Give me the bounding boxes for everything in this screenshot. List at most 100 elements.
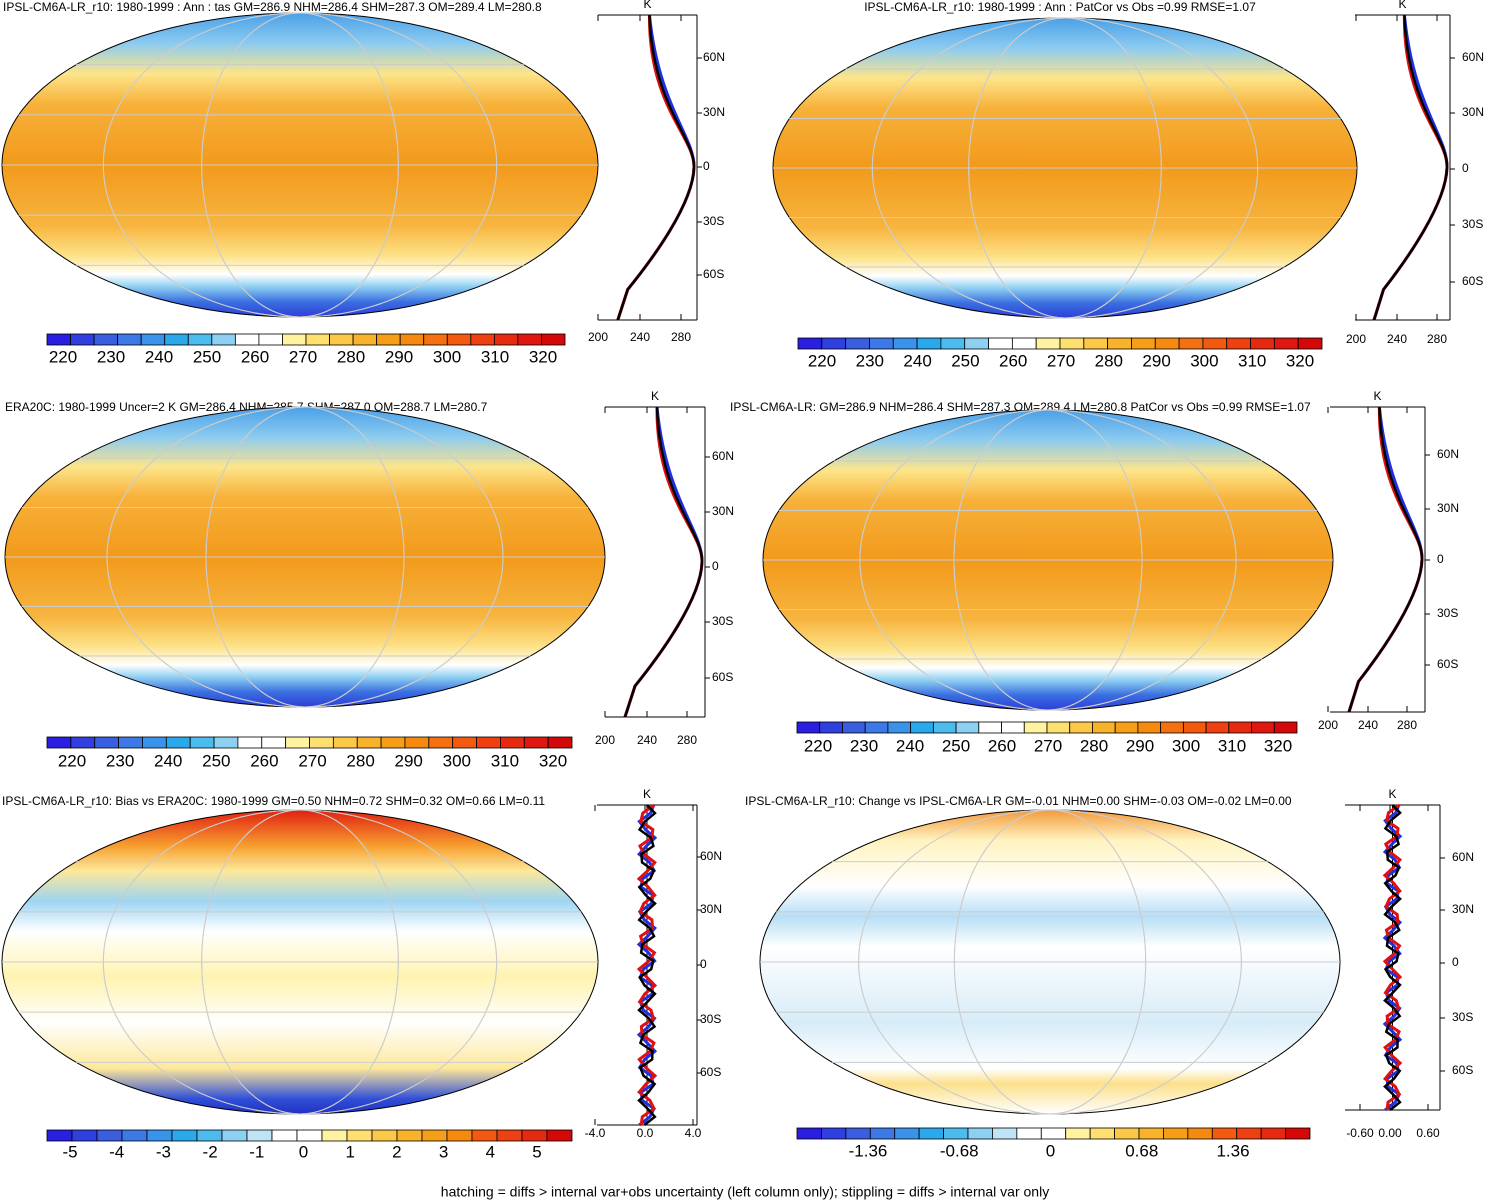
colorbar-swatch (146, 1129, 173, 1142)
colorbar-swatch (842, 721, 866, 734)
colorbar-swatch (887, 721, 912, 734)
colorbar-swatch (476, 736, 501, 749)
colorbar-label: 1.36 (1216, 1141, 1249, 1160)
colorbar-swatch (1137, 721, 1162, 734)
colorbar-swatch (211, 333, 236, 346)
colorbar-swatch (309, 736, 334, 749)
colorbar-swatch (1016, 1127, 1042, 1140)
colorbar-swatch (547, 736, 573, 749)
profile-unit: K (1388, 787, 1396, 801)
colorbar-label: 260 (241, 347, 269, 366)
colorbar-swatch (221, 1129, 248, 1142)
colorbar-swatch (1040, 1127, 1067, 1140)
profile-y-label: 60S (700, 1065, 721, 1079)
colorbar-swatch (1163, 1127, 1189, 1140)
colorbar-label: -2 (203, 1142, 218, 1161)
profile-y-label: 30N (703, 105, 725, 119)
profile-x-label: 240 (630, 330, 650, 344)
colorbar-swatch (356, 736, 382, 749)
colorbar-swatch (1236, 1127, 1262, 1140)
colorbar-swatch (117, 333, 142, 346)
colorbar-label: 310 (1238, 351, 1266, 370)
colorbar-label: 3 (439, 1142, 448, 1161)
profile-y-label: 60S (703, 267, 724, 281)
colorbar-swatch (234, 333, 260, 346)
colorbar-swatch (1046, 721, 1071, 734)
colorbar-swatch (46, 1129, 73, 1142)
colorbar-swatch (864, 721, 889, 734)
colorbar-swatch (261, 736, 287, 749)
colorbar-swatch (988, 337, 1013, 350)
colorbar-label: 230 (856, 351, 884, 370)
colorbar-label: 230 (97, 347, 125, 366)
meridian (871, 17, 1259, 319)
colorbar-swatch (1226, 337, 1251, 350)
colorbar-swatch (140, 333, 166, 346)
profile-y-label: 0 (1452, 955, 1459, 969)
profile-y-label: 60N (700, 849, 722, 863)
colorbar-swatch (296, 1129, 323, 1142)
profile-x-label: 0.0 (637, 1126, 654, 1140)
colorbar-swatch (165, 736, 191, 749)
colorbar-label: -0.68 (940, 1141, 979, 1160)
profile-unit: K (1398, 0, 1406, 11)
colorbar-swatch (421, 1129, 448, 1142)
profile-y-label: 60N (1462, 50, 1484, 64)
colorbar-swatch (1138, 1127, 1164, 1140)
profile-line (1372, 14, 1449, 321)
profile-y-label: 0 (703, 159, 710, 173)
colorbar-label: 220 (808, 351, 836, 370)
colorbar-label: -3 (156, 1142, 171, 1161)
colorbar-swatch (118, 736, 143, 749)
profile-x-label: -4.0 (585, 1126, 606, 1140)
colorbar-label: 290 (395, 751, 423, 770)
colorbar-label: 320 (539, 751, 567, 770)
profile-x-label: -0.60 (1346, 1126, 1374, 1140)
colorbar-swatch (1182, 721, 1207, 734)
colorbar-swatch (796, 1127, 822, 1140)
profile-line (1382, 804, 1403, 1112)
colorbar-swatch (967, 1127, 993, 1140)
colorbar-swatch (546, 1129, 573, 1142)
colorbar-swatch (845, 1127, 871, 1140)
colorbar-label: 230 (850, 736, 878, 755)
colorbar-label: 300 (1190, 351, 1218, 370)
profile-y-label: 60S (1462, 274, 1483, 288)
profile-line (636, 803, 658, 1126)
colorbar-swatch (493, 333, 519, 346)
colorbar-swatch (94, 736, 119, 749)
colorbar-swatch (237, 736, 263, 749)
colorbar-label: 270 (298, 751, 326, 770)
colorbar-swatch (523, 736, 549, 749)
profile-x-label: 4.0 (685, 1126, 702, 1140)
colorbar-swatch (93, 333, 119, 346)
profile-unit: K (651, 389, 659, 403)
colorbar-label: 290 (1142, 351, 1170, 370)
colorbar-label: -4 (109, 1142, 124, 1161)
colorbar-swatch (797, 337, 823, 350)
profile-y-label: 60N (1452, 850, 1474, 864)
colorbar-label: 290 (385, 347, 413, 366)
colorbar-swatch (869, 337, 894, 350)
colorbar-label: 300 (433, 347, 461, 366)
colorbar-swatch (1211, 1127, 1238, 1140)
colorbar-swatch (352, 333, 378, 346)
colorbar-swatch (894, 1127, 920, 1140)
colorbar-swatch (470, 333, 495, 346)
colorbar-swatch (1089, 1127, 1115, 1140)
colorbar-swatch (869, 1127, 896, 1140)
colorbar-swatch (471, 1129, 498, 1142)
colorbar-label: 250 (942, 736, 970, 755)
profile-unit: K (643, 787, 651, 801)
profile-x-label: 240 (637, 733, 657, 747)
colorbar-swatch (1273, 337, 1299, 350)
profile-y-label: 30N (1452, 902, 1474, 916)
colorbar-label: 270 (289, 347, 317, 366)
profile-y-label: 30S (1462, 217, 1483, 231)
colorbar-label: 0 (299, 1142, 308, 1161)
colorbar-swatch (1023, 721, 1048, 734)
colorbar-swatch (1107, 337, 1132, 350)
colorbar-swatch (46, 736, 72, 749)
colorbar-label: 310 (481, 347, 509, 366)
colorbar-label: 1 (345, 1142, 354, 1161)
